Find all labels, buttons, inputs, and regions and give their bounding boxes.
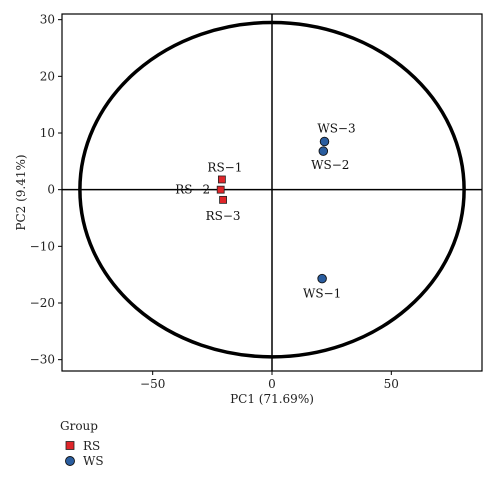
point-ws — [318, 146, 329, 156]
x-tick-label: 50 — [384, 377, 399, 391]
y-tick-label: 0 — [47, 183, 55, 197]
legend-label-rs: RS — [83, 439, 100, 453]
point-label: WS−3 — [317, 122, 355, 136]
y-tick-label: 20 — [40, 69, 55, 83]
legend-key-rs — [65, 441, 75, 450]
point-rs — [216, 185, 225, 194]
y-tick-label: 10 — [40, 126, 55, 140]
x-tick-label: −50 — [140, 377, 165, 391]
y-tick-label: −10 — [30, 239, 55, 253]
y-axis-title: PC2 (9.41%) — [14, 154, 28, 230]
legend-key-ws — [65, 456, 75, 466]
confidence-ellipse — [78, 20, 466, 359]
point-ws — [317, 273, 327, 284]
point-label: WS−2 — [311, 158, 349, 172]
legend-title: Group — [60, 419, 98, 433]
legend-label-ws: WS — [83, 454, 104, 468]
y-tick-label: 30 — [40, 13, 55, 27]
point-rs — [217, 175, 226, 184]
y-tick-label: −20 — [30, 296, 55, 310]
y-tick-label: −30 — [30, 353, 55, 367]
point-label: RS−3 — [206, 209, 241, 223]
point-rs — [219, 195, 227, 204]
point-label: WS−1 — [303, 287, 341, 301]
point-label: RS−2 — [175, 183, 210, 197]
point-ws — [319, 136, 330, 147]
point-label: RS−1 — [207, 160, 242, 174]
x-axis-title: PC1 (71.69%) — [230, 392, 314, 406]
x-tick-label: 0 — [268, 377, 276, 391]
